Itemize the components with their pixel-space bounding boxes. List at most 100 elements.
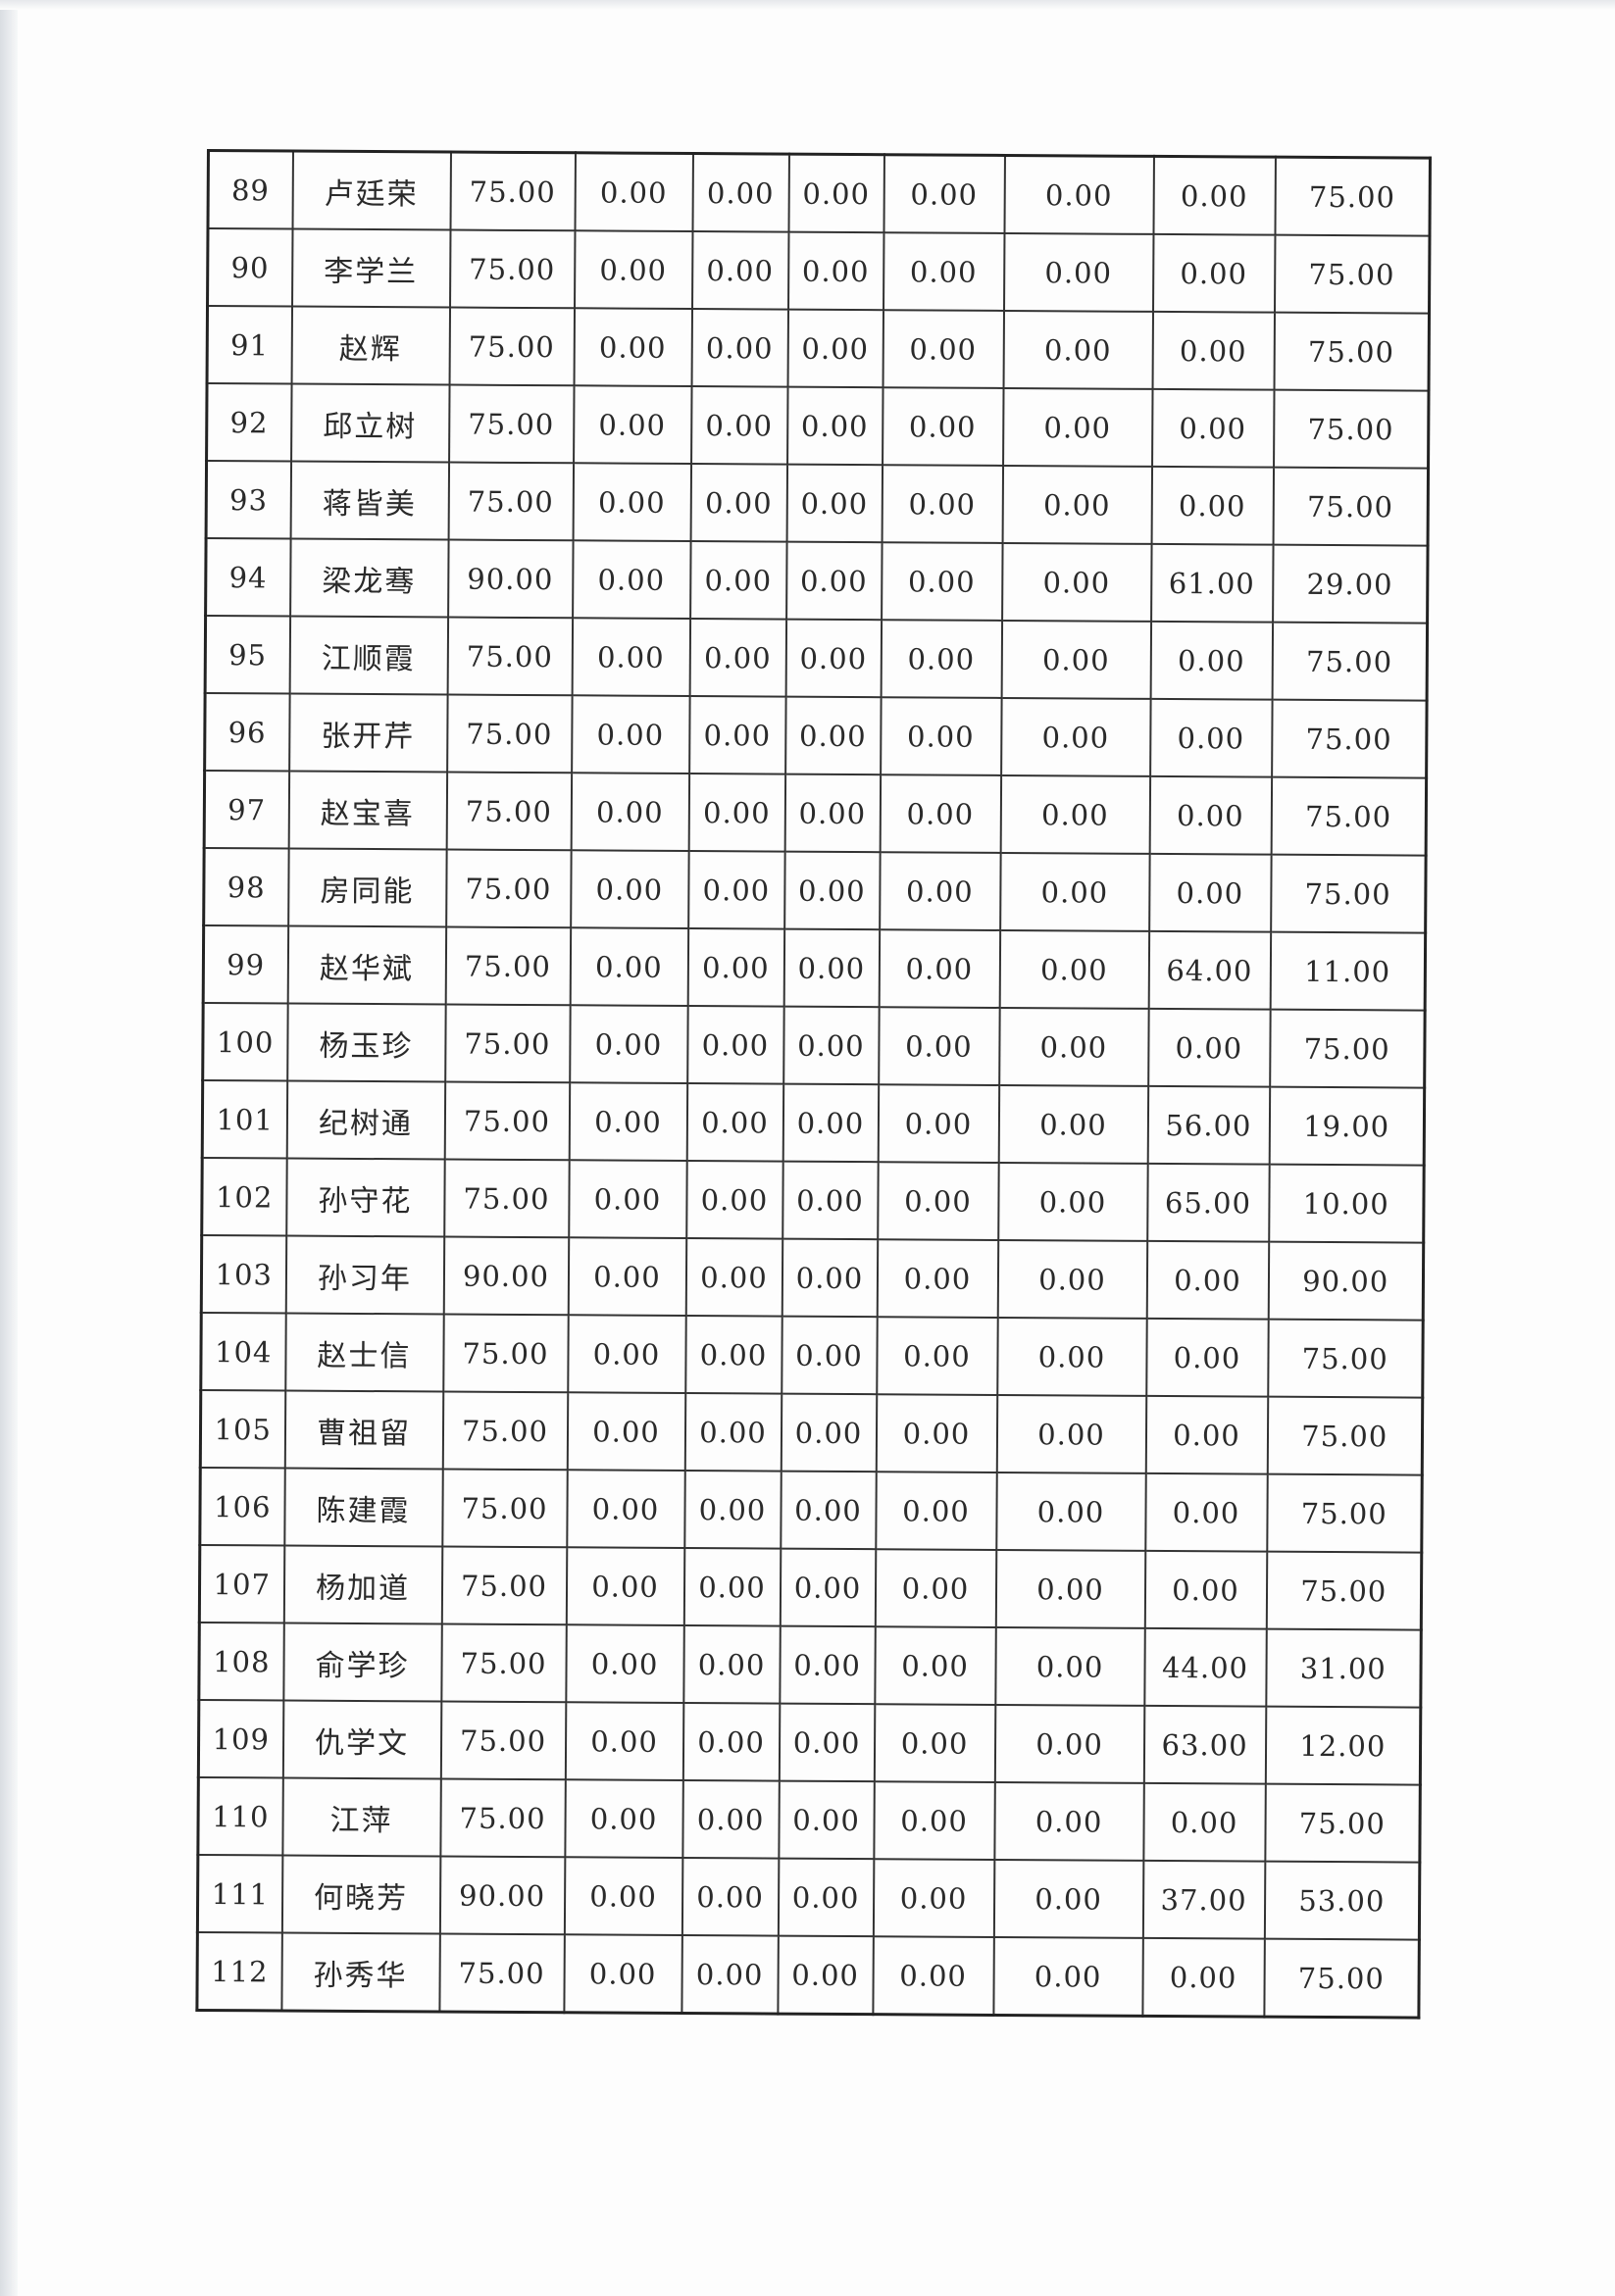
- cell-amount-7: 61.00: [1150, 543, 1274, 623]
- cell-amount-4: 0.00: [783, 851, 881, 930]
- cell-row-number: 107: [199, 1544, 284, 1623]
- cell-amount-6: 0.00: [1001, 542, 1152, 622]
- cell-amount-2: 0.00: [572, 540, 691, 620]
- cell-amount-1: 75.00: [442, 1391, 568, 1471]
- cell-row-number: 92: [206, 383, 292, 462]
- cell-row-number: 108: [198, 1622, 284, 1701]
- cell-row-number: 110: [197, 1776, 283, 1856]
- cell-amount-5: 0.00: [875, 1472, 997, 1550]
- cell-amount-3: 0.00: [691, 309, 788, 387]
- cell-amount-2: 0.00: [569, 1005, 688, 1084]
- cell-name: 纪树通: [286, 1080, 445, 1160]
- cell-amount-2: 0.00: [572, 618, 690, 697]
- cell-amount-4: 0.00: [779, 1625, 876, 1705]
- cell-amount-total: 53.00: [1264, 1861, 1420, 1940]
- cell-amount-4: 0.00: [784, 774, 881, 853]
- cell-amount-6: 0.00: [1003, 155, 1154, 234]
- scan-edge-shadow: [0, 0, 18, 2296]
- table-row: 101 纪树通 75.00 0.00 0.00 0.00 0.00 0.00 56.00 19.0…: [202, 1079, 1425, 1166]
- cell-amount-6: 0.00: [998, 1084, 1148, 1164]
- cell-amount-4: 0.00: [779, 1703, 875, 1782]
- cell-amount-4: 0.00: [781, 1393, 877, 1472]
- cell-amount-3: 0.00: [687, 851, 785, 929]
- cell-amount-2: 0.00: [573, 463, 691, 542]
- cell-amount-total: 75.00: [1266, 1551, 1422, 1630]
- cell-amount-total: 75.00: [1273, 389, 1430, 469]
- cell-name: 曹祖留: [284, 1390, 443, 1470]
- cell-amount-7: 0.00: [1151, 388, 1275, 468]
- cell-amount-3: 0.00: [690, 464, 787, 542]
- cell-amount-3: 0.00: [690, 386, 788, 465]
- cell-name: 何晓芳: [281, 1855, 440, 1934]
- cell-name: 蒋皆美: [290, 461, 449, 540]
- cell-amount-6: 0.00: [999, 852, 1150, 931]
- cell-amount-4: 0.00: [787, 309, 883, 388]
- cell-amount-2: 0.00: [563, 1934, 682, 2014]
- cell-amount-6: 0.00: [1003, 310, 1153, 389]
- cell-amount-total: 75.00: [1266, 1473, 1423, 1553]
- cell-amount-6: 0.00: [993, 1781, 1144, 1861]
- cell-row-number: 104: [200, 1312, 286, 1391]
- cell-amount-4: 0.00: [784, 696, 882, 775]
- cell-amount-1: 75.00: [441, 1546, 567, 1625]
- cell-amount-3: 0.00: [688, 696, 786, 774]
- cell-amount-4: 0.00: [780, 1548, 876, 1627]
- table-row: 104 赵士信 75.00 0.00 0.00 0.00 0.00 0.00 0.00 75.00: [200, 1312, 1424, 1398]
- cell-amount-5: 0.00: [883, 310, 1004, 388]
- cell-amount-7: 0.00: [1149, 698, 1273, 777]
- cell-amount-1: 75.00: [446, 772, 572, 851]
- cell-amount-6: 0.00: [996, 1394, 1146, 1473]
- cell-amount-1: 75.00: [450, 152, 576, 231]
- table-row: 96 张开芹 75.00 0.00 0.00 0.00 0.00 0.00 0.00 75.00: [204, 692, 1428, 778]
- cell-amount-6: 0.00: [1000, 697, 1151, 776]
- cell-amount-5: 0.00: [874, 1626, 996, 1705]
- cell-amount-3: 0.00: [681, 1857, 779, 1936]
- cell-amount-4: 0.00: [786, 386, 883, 466]
- cell-amount-1: 75.00: [449, 307, 575, 386]
- cell-amount-7: 0.00: [1151, 466, 1274, 545]
- cell-amount-2: 0.00: [564, 1779, 683, 1858]
- cell-name: 赵士信: [284, 1313, 444, 1392]
- table-row: 108 俞学珍 75.00 0.00 0.00 0.00 0.00 0.00 44.00 31.0…: [198, 1622, 1422, 1708]
- cell-name: 张开芹: [288, 693, 448, 773]
- cell-row-number: 102: [201, 1157, 287, 1236]
- cell-amount-4: 0.00: [778, 1858, 874, 1937]
- cell-amount-3: 0.00: [682, 1624, 781, 1704]
- cell-amount-2: 0.00: [574, 308, 692, 387]
- table-row: 92 邱立树 75.00 0.00 0.00 0.00 0.00 0.00 0.00 75.00: [206, 383, 1430, 469]
- cell-amount-5: 0.00: [876, 1394, 997, 1472]
- cell-name: 杨玉珍: [286, 1003, 446, 1082]
- cell-amount-7: 65.00: [1146, 1163, 1270, 1242]
- table-row: 93 蒋皆美 75.00 0.00 0.00 0.00 0.00 0.00 0.00 75.00: [206, 461, 1429, 546]
- cell-amount-total: 75.00: [1273, 467, 1429, 546]
- cell-amount-2: 0.00: [571, 773, 689, 852]
- cell-amount-1: 90.00: [447, 539, 574, 619]
- cell-name: 江顺霞: [289, 616, 448, 695]
- cell-amount-4: 0.00: [782, 1083, 879, 1163]
- cell-amount-5: 0.00: [877, 1239, 998, 1318]
- cell-amount-4: 0.00: [782, 1006, 880, 1085]
- cell-amount-total: 75.00: [1274, 234, 1430, 314]
- data-table: 89 卢廷荣 75.00 0.00 0.00 0.00 0.00 0.00 0.00 75.00 9…: [195, 149, 1432, 2020]
- cell-amount-total: 75.00: [1269, 1009, 1426, 1088]
- cell-amount-1: 75.00: [438, 1933, 565, 2013]
- cell-amount-2: 0.00: [570, 927, 688, 1007]
- cell-amount-3: 0.00: [682, 1702, 780, 1781]
- cell-amount-7: 64.00: [1148, 930, 1271, 1010]
- cell-amount-1: 75.00: [439, 1778, 566, 1858]
- cell-amount-1: 75.00: [440, 1701, 566, 1780]
- table-row: 106 陈建霞 75.00 0.00 0.00 0.00 0.00 0.00 0.00 75.00: [199, 1467, 1423, 1553]
- cell-name: 俞学珍: [282, 1622, 442, 1702]
- cell-amount-total: 75.00: [1272, 622, 1428, 701]
- cell-row-number: 100: [202, 1002, 288, 1081]
- table-row: 89 卢廷荣 75.00 0.00 0.00 0.00 0.00 0.00 0.00 75.00: [208, 150, 1431, 236]
- cell-amount-5: 0.00: [882, 465, 1003, 543]
- cell-row-number: 99: [203, 924, 288, 1004]
- cell-amount-total: 75.00: [1263, 1938, 1420, 2019]
- cell-amount-7: 0.00: [1147, 1008, 1271, 1087]
- cell-row-number: 111: [197, 1854, 282, 1933]
- cell-amount-1: 90.00: [443, 1236, 569, 1316]
- cell-amount-total: 12.00: [1265, 1706, 1421, 1785]
- cell-name: 房同能: [287, 848, 447, 927]
- cell-row-number: 97: [204, 770, 289, 849]
